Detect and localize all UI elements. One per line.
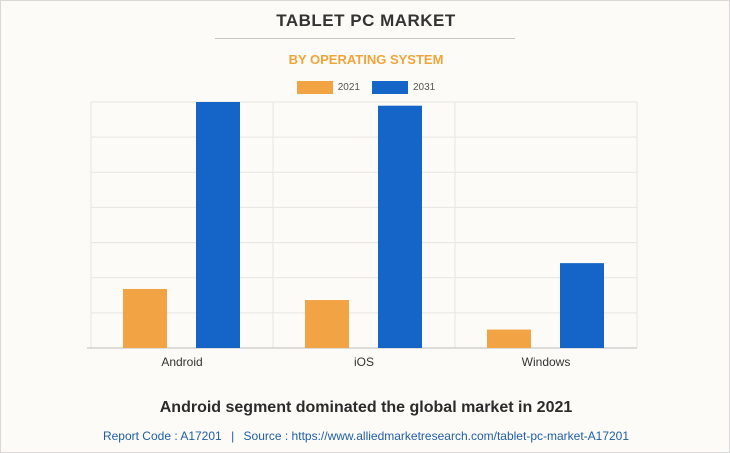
source-separator: |	[231, 429, 235, 443]
legend-label-2031: 2031	[413, 82, 436, 93]
source-line: Report Code : A17201 | Source : https://…	[1, 429, 730, 443]
legend-swatch-2031	[372, 81, 408, 94]
chart-subtitle: BY OPERATING SYSTEM	[288, 52, 444, 67]
source-link[interactable]: Source : https://www.alliedmarketresearc…	[243, 429, 630, 443]
bar-chart: Android iOS Windows	[87, 101, 638, 369]
bar-2031-android	[196, 102, 240, 348]
legend-swatch-2021	[296, 81, 333, 94]
bar-2021-windows	[487, 329, 531, 348]
bar-2021-android	[123, 288, 167, 348]
chart-title: TABLET PC MARKET	[276, 11, 456, 30]
legend-label-2021: 2021	[337, 82, 360, 93]
x-tick-label: Android	[161, 355, 202, 369]
legend-item-2031[interactable]: 2031	[372, 81, 435, 94]
bar-2031-ios	[378, 105, 422, 348]
report-code: Report Code : A17201	[102, 429, 222, 443]
chart-footnote: Android segment dominated the global mar…	[159, 399, 573, 416]
x-tick-label: Windows	[522, 355, 571, 369]
bar-2031-windows	[560, 263, 604, 348]
legend-item-2021[interactable]: 2021	[296, 81, 360, 94]
x-tick-label: iOS	[354, 355, 374, 369]
title-divider	[215, 38, 515, 39]
legend: 2021 2031	[1, 81, 730, 94]
bar-2021-ios	[305, 300, 349, 348]
